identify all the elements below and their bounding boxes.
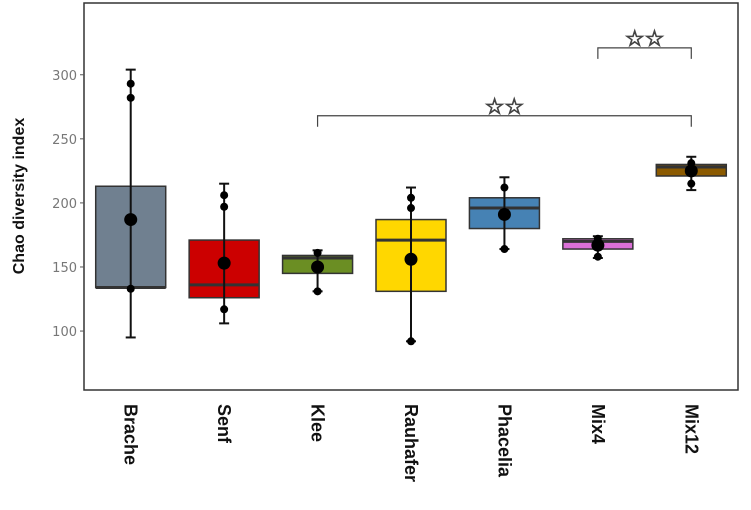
data-point (500, 245, 509, 254)
x-category-label: Klee (308, 404, 328, 442)
box-senf (188, 182, 260, 325)
x-category-label: Phacelia (494, 404, 514, 478)
x-category-label: Senf (214, 404, 234, 444)
data-point (220, 202, 229, 211)
y-axis: 100 150 200 250 300 (52, 69, 84, 340)
data-point (220, 305, 229, 314)
data-point (687, 179, 696, 188)
boxes (94, 68, 728, 346)
y-tick-label: 200 (52, 197, 77, 212)
y-axis-label: Chao diversity index (11, 118, 28, 275)
y-tick-label: 250 (52, 133, 77, 148)
x-category-label: Rauhafer (401, 404, 421, 482)
box-phacelia (468, 176, 541, 254)
significance-brackets: ☆☆ ☆☆ (316, 26, 692, 127)
mean-point (591, 238, 605, 252)
x-category-label: Mix4 (588, 404, 608, 444)
data-point (593, 252, 602, 261)
data-point (126, 284, 135, 293)
box-mix12 (655, 155, 728, 192)
mean-point (217, 256, 231, 270)
x-axis-labels: Brache Senf Klee Rauhafer Phacelia Mix4 Mix12 (121, 404, 702, 482)
data-point (126, 93, 135, 102)
box-brache (94, 68, 167, 339)
data-point (220, 191, 229, 200)
significance-bracket (597, 47, 692, 59)
box-klee (281, 248, 354, 296)
data-point (407, 204, 415, 213)
significance-stars: ☆☆ (625, 27, 664, 52)
y-tick-label: 300 (52, 69, 77, 84)
box-rauhafer (375, 186, 447, 346)
data-point (500, 183, 509, 192)
box-mix4 (562, 234, 634, 261)
mean-point (124, 213, 138, 227)
significance-bracket (316, 115, 692, 127)
mean-point (497, 207, 511, 221)
mean-point (311, 260, 325, 274)
x-category-label: Brache (121, 404, 141, 465)
data-point (407, 337, 415, 346)
data-point (313, 287, 322, 296)
data-point (407, 193, 415, 202)
significance-stars: ☆☆ (485, 95, 524, 120)
data-point (126, 79, 135, 88)
mean-point (404, 252, 418, 266)
y-tick-label: 150 (52, 261, 77, 276)
y-tick-label: 100 (52, 325, 77, 340)
mean-point (684, 164, 698, 178)
x-category-label: Mix12 (681, 404, 701, 454)
data-point (313, 248, 322, 257)
